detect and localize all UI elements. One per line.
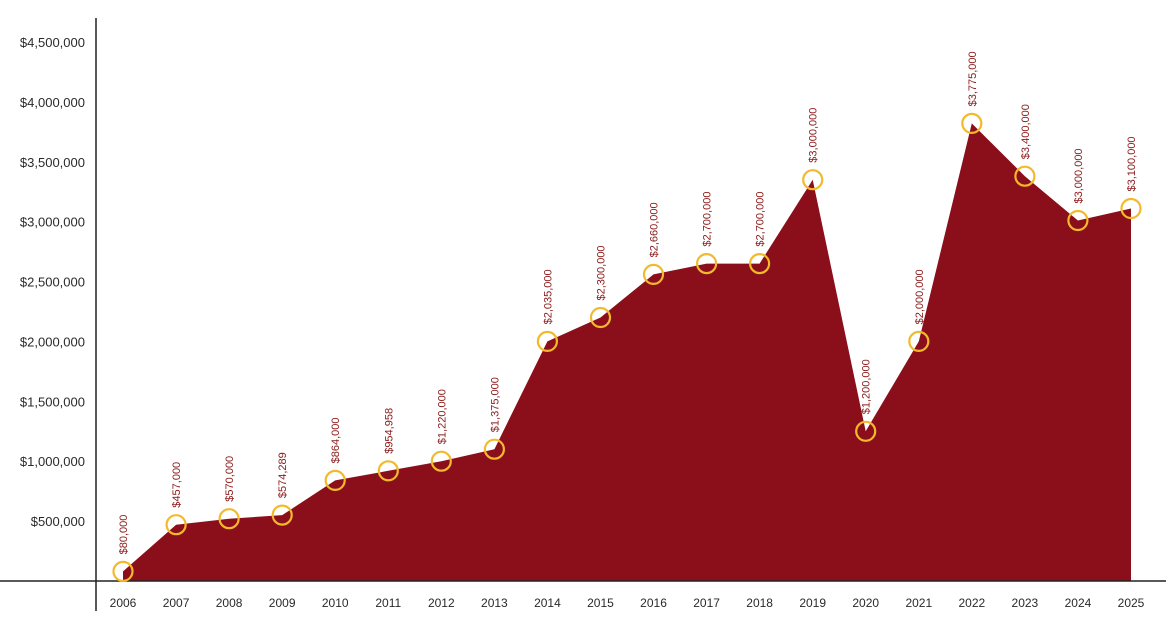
data-label: $2,300,000 (596, 245, 608, 300)
data-point-marker (165, 514, 187, 536)
x-tick-label: 2024 (1065, 596, 1092, 610)
x-tick-label: 2018 (746, 596, 773, 610)
data-labels: $80,000 $457,000 $570,000 $574,289 $864,000 $… (118, 51, 1138, 554)
y-tick-label: $2,500,000 (20, 275, 85, 290)
x-tick-label: 2023 (1012, 596, 1039, 610)
data-label: $80,000 (118, 515, 130, 555)
data-point-marker (1014, 165, 1036, 187)
data-label: $2,700,000 (755, 192, 767, 247)
x-tick-label: 2012 (428, 596, 455, 610)
x-tick-label: 2022 (958, 596, 985, 610)
y-tick-label: $3,500,000 (20, 155, 85, 170)
data-label: $3,400,000 (1020, 104, 1032, 159)
data-label: $2,035,000 (542, 269, 554, 324)
data-label: $864,000 (330, 418, 342, 464)
data-label: $2,660,000 (649, 202, 661, 257)
data-point-marker (855, 420, 877, 442)
y-tick-label: $500,000 (31, 514, 85, 529)
axis-layer (0, 18, 1166, 611)
data-label: $3,000,000 (808, 108, 820, 163)
area-layer (123, 123, 1131, 582)
data-label: $3,775,000 (967, 51, 979, 106)
data-label: $574,289 (277, 452, 289, 498)
data-point-marker (961, 112, 983, 135)
x-tick-label: 2011 (375, 596, 401, 610)
data-label: $570,000 (224, 456, 236, 502)
x-tick-label: 2006 (110, 596, 137, 610)
x-tick-label: 2019 (799, 596, 826, 610)
y-axis-ticks: $500,000 $1,000,000 $1,500,000 $2,000,000 $2… (20, 35, 85, 529)
data-point-marker (802, 169, 824, 191)
y-tick-label: $1,000,000 (20, 454, 85, 469)
data-point-marker (642, 263, 665, 285)
x-tick-label: 2017 (693, 596, 720, 610)
data-label: $2,700,000 (702, 192, 714, 247)
x-axis-ticks: 2006 2007 2008 2009 2010 2011 2012 2013 2014 2015… (110, 596, 1145, 610)
data-label: $457,000 (171, 462, 183, 508)
x-tick-label: 2020 (852, 596, 879, 610)
data-label: $1,375,000 (489, 377, 501, 432)
data-point-marker (1067, 209, 1089, 232)
x-tick-label: 2015 (587, 596, 614, 610)
data-point-marker (218, 508, 240, 530)
x-tick-label: 2008 (216, 596, 243, 610)
y-tick-label: $4,000,000 (20, 95, 85, 110)
x-tick-label: 2009 (269, 596, 296, 610)
data-label: $1,220,000 (436, 389, 448, 444)
data-point-marker (377, 460, 399, 482)
data-label: $954,958 (383, 408, 395, 454)
data-point-marker (483, 438, 505, 460)
x-tick-label: 2010 (322, 596, 349, 610)
y-tick-label: $3,000,000 (20, 215, 85, 230)
y-tick-label: $1,500,000 (20, 394, 85, 409)
data-point-marker (589, 306, 612, 329)
data-label: $3,100,000 (1126, 136, 1138, 191)
data-point-marker (908, 330, 930, 352)
x-tick-label: 2021 (905, 596, 932, 610)
data-point-marker (430, 450, 452, 472)
data-label: $1,200,000 (861, 359, 873, 414)
x-tick-label: 2016 (640, 596, 667, 610)
data-point-marker (536, 330, 559, 352)
data-point-marker (271, 504, 293, 526)
data-point-marker (1120, 197, 1142, 220)
y-tick-label: $4,500,000 (20, 35, 85, 50)
data-point-marker (324, 469, 346, 491)
x-tick-label: 2007 (163, 596, 190, 610)
data-point-marker (748, 253, 771, 275)
area-fill (123, 123, 1131, 582)
data-label: $2,000,000 (914, 269, 926, 324)
y-tick-label: $2,000,000 (20, 334, 85, 349)
data-point-markers (112, 112, 1142, 583)
data-label: $3,000,000 (1073, 148, 1085, 203)
data-point-marker (112, 560, 134, 583)
data-point-marker (695, 253, 718, 275)
x-tick-label: 2025 (1118, 596, 1145, 610)
x-tick-label: 2013 (481, 596, 508, 610)
x-tick-label: 2014 (534, 596, 561, 610)
